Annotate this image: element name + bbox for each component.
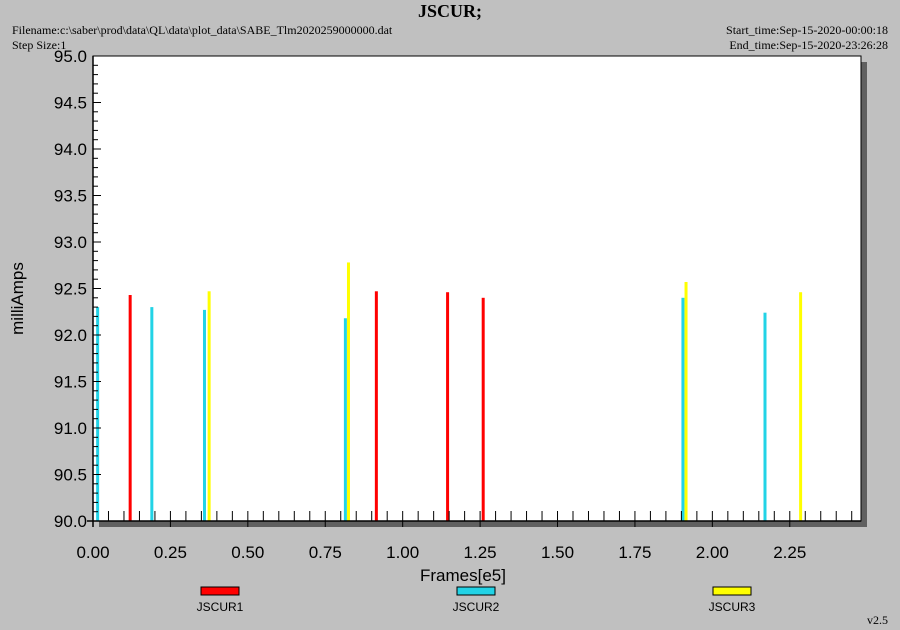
x-axis-title: Frames[e5] [420,566,506,585]
plot-area [92,55,862,522]
y-tick-label: 94.0 [54,140,87,159]
end-time-label: End_time:Sep-15-2020-23:26:28 [729,38,888,52]
y-tick-label: 93.0 [54,233,87,252]
legend-label-jscur1: JSCUR1 [197,600,244,614]
chart-title: JSCUR; [417,1,482,21]
bar-jscur3-0 [207,291,211,521]
x-tick-label: 2.00 [696,543,729,562]
legend-swatch-jscur1 [200,586,240,596]
bar-jscur1-0 [128,295,132,521]
bar-jscur3-2 [684,281,688,521]
y-tick-label: 90.0 [54,512,87,531]
x-tick-label: 0.50 [231,543,264,562]
x-tick-label: 0.25 [154,543,187,562]
legend-swatch-jscur2 [456,586,496,596]
y-tick-label: 91.5 [54,373,87,392]
bar-jscur2-5 [763,312,767,521]
y-tick-label: 92.0 [54,326,87,345]
y-tick-label: 94.5 [54,94,87,113]
start-time-label: Start_time:Sep-15-2020-00:00:18 [726,23,888,37]
version-label: v2.5 [867,613,888,627]
x-tick-label: 1.00 [386,543,419,562]
bar-jscur3-1 [346,262,350,521]
bar-jscur2-2 [202,309,206,521]
y-tick-label: 90.5 [54,466,87,485]
x-tick-label: 0.75 [309,543,342,562]
y-tick-label: 92.5 [54,280,87,299]
y-tick-label: 91.0 [54,419,87,438]
bar-jscur2-0 [96,307,100,521]
x-tick-label: 1.25 [464,543,497,562]
step-size-label: Step Size:1 [12,38,67,52]
bar-jscur1-2 [446,292,450,521]
legend-label-jscur2: JSCUR2 [453,600,500,614]
y-axis-title: milliAmps [8,262,27,335]
bar-jscur2-4 [681,297,685,521]
y-tick-label: 95.0 [54,47,87,66]
legend-swatch-jscur3 [712,586,752,596]
x-tick-label: 1.75 [618,543,651,562]
bar-jscur1-1 [374,291,378,521]
y-tick-label: 93.5 [54,187,87,206]
bar-jscur3-3 [799,292,803,521]
legend-label-jscur3: JSCUR3 [709,600,756,614]
x-tick-label: 1.50 [541,543,574,562]
bar-jscur2-1 [150,307,154,521]
filename-label: Filename:c:\saber\prod\data\QL\data\plot… [12,23,393,37]
x-tick-label: 0.00 [76,543,109,562]
bar-jscur2-3 [343,318,347,521]
x-tick-label: 2.25 [773,543,806,562]
bar-jscur1-3 [481,297,485,521]
